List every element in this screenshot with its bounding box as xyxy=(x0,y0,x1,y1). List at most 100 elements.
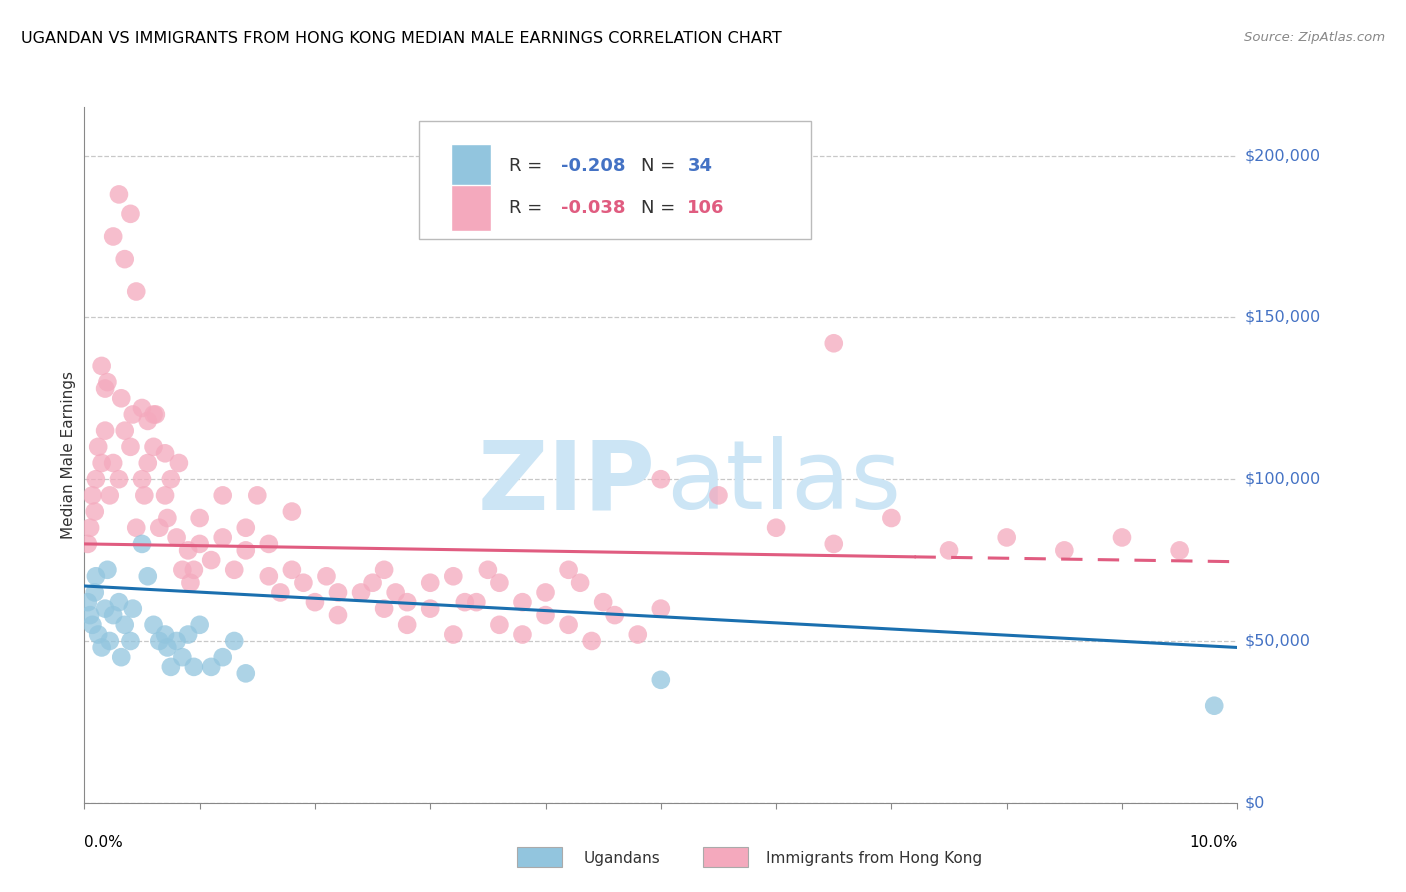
Point xyxy=(160,660,183,674)
Point xyxy=(166,634,188,648)
Point xyxy=(257,537,280,551)
Point xyxy=(938,543,960,558)
Point xyxy=(326,608,349,623)
Point xyxy=(188,617,211,632)
Point xyxy=(477,563,499,577)
Point xyxy=(188,537,211,551)
Point xyxy=(603,608,626,623)
Point xyxy=(441,627,464,641)
Point xyxy=(98,634,121,648)
Point xyxy=(200,553,222,567)
Point xyxy=(384,585,406,599)
Point xyxy=(650,673,672,687)
Text: 106: 106 xyxy=(688,199,725,217)
Text: Ugandans: Ugandans xyxy=(583,851,661,865)
Point xyxy=(103,608,124,623)
Point xyxy=(592,595,614,609)
Point xyxy=(396,595,419,609)
Text: R =: R = xyxy=(509,157,547,175)
Point xyxy=(534,585,557,599)
Point xyxy=(94,382,117,396)
Point xyxy=(172,563,194,577)
Point xyxy=(82,488,104,502)
Point xyxy=(315,569,337,583)
Point xyxy=(361,575,384,590)
Point xyxy=(87,627,110,641)
Y-axis label: Median Male Earnings: Median Male Earnings xyxy=(60,371,76,539)
Point xyxy=(87,440,110,454)
Point xyxy=(823,537,845,551)
Point xyxy=(650,472,672,486)
Point xyxy=(114,617,136,632)
Text: R =: R = xyxy=(509,199,547,217)
Point xyxy=(512,627,534,641)
Point xyxy=(134,488,156,502)
Point xyxy=(84,569,107,583)
Point xyxy=(177,627,200,641)
FancyBboxPatch shape xyxy=(419,121,811,239)
Point xyxy=(166,531,188,545)
Point xyxy=(326,585,349,599)
Point xyxy=(96,563,118,577)
Point xyxy=(200,660,222,674)
Point xyxy=(142,440,165,454)
Point xyxy=(108,595,131,609)
Text: $0: $0 xyxy=(1244,796,1264,810)
Point xyxy=(350,585,373,599)
Point xyxy=(148,634,170,648)
Point xyxy=(83,504,105,518)
Text: N =: N = xyxy=(641,199,682,217)
Point xyxy=(114,424,136,438)
Text: atlas: atlas xyxy=(666,436,901,529)
Point xyxy=(121,408,143,422)
Text: Immigrants from Hong Kong: Immigrants from Hong Kong xyxy=(766,851,983,865)
Point xyxy=(110,650,132,665)
Point xyxy=(373,563,395,577)
Text: N =: N = xyxy=(641,157,682,175)
Point xyxy=(131,537,153,551)
Point xyxy=(108,472,131,486)
Point xyxy=(488,617,510,632)
Point xyxy=(569,575,592,590)
Point xyxy=(172,650,194,665)
Point xyxy=(120,440,142,454)
Point xyxy=(120,207,142,221)
Point xyxy=(76,537,98,551)
Point xyxy=(177,543,200,558)
Point xyxy=(136,456,159,470)
Point xyxy=(281,563,304,577)
Point xyxy=(131,401,153,415)
Point xyxy=(419,575,441,590)
Point xyxy=(183,563,205,577)
Text: $100,000: $100,000 xyxy=(1244,472,1320,487)
Point xyxy=(142,617,165,632)
Point xyxy=(1168,543,1191,558)
Text: UGANDAN VS IMMIGRANTS FROM HONG KONG MEDIAN MALE EARNINGS CORRELATION CHART: UGANDAN VS IMMIGRANTS FROM HONG KONG MED… xyxy=(21,31,782,46)
Point xyxy=(79,521,101,535)
Point xyxy=(880,511,903,525)
Point xyxy=(153,446,176,460)
Point xyxy=(167,456,190,470)
Point xyxy=(534,608,557,623)
FancyBboxPatch shape xyxy=(451,144,491,189)
Point xyxy=(108,187,131,202)
Text: $200,000: $200,000 xyxy=(1244,148,1320,163)
Point xyxy=(183,660,205,674)
Point xyxy=(79,608,101,623)
Point xyxy=(211,650,233,665)
Point xyxy=(557,563,579,577)
Point xyxy=(94,601,117,615)
Point xyxy=(145,408,167,422)
Point xyxy=(125,285,148,299)
Point xyxy=(156,511,179,525)
Point xyxy=(179,575,201,590)
Point xyxy=(125,521,148,535)
Point xyxy=(96,375,118,389)
Point xyxy=(83,585,105,599)
Point xyxy=(465,595,488,609)
Point xyxy=(114,252,136,267)
Point xyxy=(188,511,211,525)
Point xyxy=(136,569,159,583)
Point xyxy=(211,531,233,545)
Point xyxy=(396,617,419,632)
